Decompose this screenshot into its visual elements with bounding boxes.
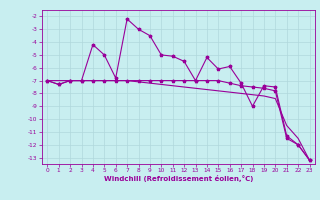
X-axis label: Windchill (Refroidissement éolien,°C): Windchill (Refroidissement éolien,°C) xyxy=(104,175,253,182)
